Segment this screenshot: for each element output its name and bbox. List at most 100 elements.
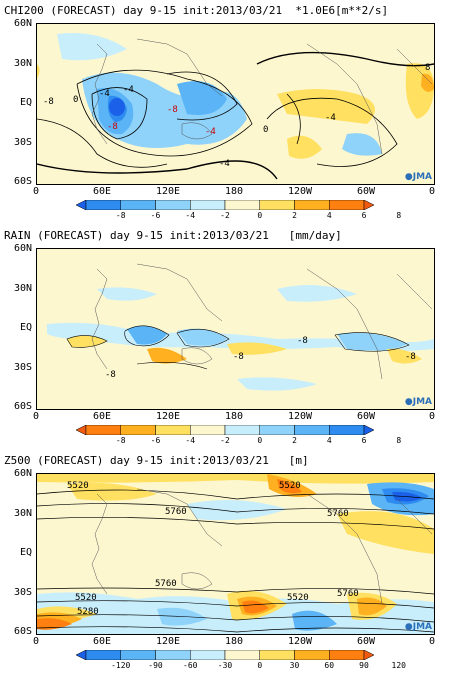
lat-label: 30S: [13, 137, 32, 148]
colorbar-label: -90: [148, 661, 163, 670]
colorbar: [76, 200, 374, 210]
contour-label: -4: [123, 85, 134, 95]
colorbar-label: -60: [183, 661, 198, 670]
contour-label: 5280: [77, 607, 99, 617]
colorbar-swatch: [85, 200, 121, 210]
colorbar-label: 6: [361, 211, 367, 220]
colorbar: [76, 425, 374, 435]
contour-label: 5520: [287, 593, 309, 603]
lat-label: 30N: [13, 508, 32, 519]
colorbar-swatch: [120, 425, 156, 435]
colorbar-swatch: [76, 650, 87, 660]
colorbar-label: -30: [217, 661, 233, 670]
rain-map: -8 -8 -8 -8 ●JMA: [36, 248, 435, 410]
lon-label: 60E: [92, 411, 112, 422]
colorbar-swatch: [224, 650, 260, 660]
colorbar-swatch: [120, 650, 156, 660]
lon-label: 120E: [155, 186, 181, 197]
colorbar-swatch: [190, 425, 226, 435]
lon-label: 0: [428, 186, 436, 197]
rain-panel: RAIN (FORECAST) day 9-15 init:2013/03/21…: [0, 225, 449, 450]
colorbar-swatch: [224, 200, 260, 210]
contour-label: 5520: [75, 593, 97, 603]
lon-label: 180: [224, 636, 244, 647]
lat-label: 60S: [13, 626, 32, 637]
colorbar-swatch: [259, 650, 295, 660]
colorbar-swatch: [294, 650, 330, 660]
lon-label: 120W: [287, 411, 313, 422]
contour-label: -4: [99, 89, 110, 99]
lat-label: 30S: [13, 587, 32, 598]
lat-label: EQ: [19, 547, 32, 558]
lon-label: 60W: [356, 411, 376, 422]
colorbar-labels: -120 -90 -60 -30 0 30 60 90 120: [0, 661, 449, 673]
colorbar-label: -120: [111, 661, 131, 670]
rain-field: -8 -8 -8 -8: [37, 249, 434, 409]
lat-label: 60N: [13, 18, 32, 29]
z500-panel: Z500 (FORECAST) day 9-15 init:2013/03/21…: [0, 450, 449, 675]
colorbar-label: -4: [185, 211, 196, 220]
colorbar-swatch: [363, 200, 374, 210]
contour-label: 5760: [327, 509, 349, 519]
colorbar: [76, 650, 374, 660]
globe-icon: ●: [404, 172, 413, 182]
lat-label: 60N: [13, 243, 32, 254]
contour-label: -8: [105, 370, 116, 380]
colorbar-label: 120: [391, 661, 406, 670]
colorbar-labels: -8 -6 -4 -2 0 2 4 6 8: [0, 436, 449, 448]
contour-label: -8: [405, 352, 416, 362]
contour-label: 5520: [279, 481, 301, 491]
lon-label: 120E: [155, 411, 181, 422]
contour-label: -8: [233, 352, 244, 362]
colorbar-label: 6: [361, 436, 367, 445]
lat-label: EQ: [19, 97, 32, 108]
colorbar-label: -6: [150, 211, 161, 220]
lon-label: 180: [224, 411, 244, 422]
contour-label: 0: [263, 125, 268, 135]
lon-label: 120E: [155, 636, 181, 647]
colorbar-swatch: [155, 425, 191, 435]
panel-title: Z500 (FORECAST) day 9-15 init:2013/03/21…: [4, 454, 309, 467]
colorbar-label: 0: [257, 211, 263, 220]
contour-label: -8: [297, 336, 308, 346]
panel-title: CHI200 (FORECAST) day 9-15 init:2013/03/…: [4, 4, 389, 17]
contour-label: 5520: [67, 481, 89, 491]
colorbar-swatch: [294, 200, 330, 210]
colorbar-label: 8: [396, 436, 402, 445]
colorbar-swatch: [259, 425, 295, 435]
colorbar-swatch: [294, 425, 330, 435]
lon-label: 60W: [356, 636, 376, 647]
jma-logo: ●JMA: [404, 397, 432, 407]
colorbar-swatch: [85, 650, 121, 660]
lon-label: 0: [428, 636, 436, 647]
colorbar-labels: -8 -6 -4 -2 0 2 4 6 8: [0, 211, 449, 223]
colorbar-swatch: [85, 425, 121, 435]
chi200-panel: CHI200 (FORECAST) day 9-15 init:2013/03/…: [0, 0, 449, 225]
contour-label: 5760: [337, 589, 359, 599]
lat-label: 60N: [13, 468, 32, 479]
colorbar-swatch: [120, 200, 156, 210]
colorbar-label: -8: [115, 436, 126, 445]
colorbar-label: 90: [359, 661, 369, 670]
lon-label: 180: [224, 186, 244, 197]
colorbar-swatch: [190, 650, 226, 660]
contour-label: 5760: [155, 579, 177, 589]
contour-label: -4: [205, 127, 216, 137]
colorbar-swatch: [76, 200, 87, 210]
lat-label: 30S: [13, 362, 32, 373]
colorbar-swatch: [155, 650, 191, 660]
colorbar-swatch: [329, 200, 365, 210]
colorbar-label: -6: [150, 436, 161, 445]
lat-label: 30N: [13, 283, 32, 294]
colorbar-swatch: [363, 650, 374, 660]
colorbar-label: 4: [326, 436, 332, 445]
colorbar-label: 4: [326, 211, 332, 220]
colorbar-swatch: [155, 200, 191, 210]
colorbar-label: -4: [185, 436, 196, 445]
colorbar-swatch: [224, 425, 260, 435]
colorbar-label: -8: [115, 211, 126, 220]
lon-label: 0: [428, 411, 436, 422]
colorbar-label: 30: [289, 661, 300, 670]
contour-label: 5760: [165, 507, 187, 517]
lat-label: 60S: [13, 176, 32, 187]
